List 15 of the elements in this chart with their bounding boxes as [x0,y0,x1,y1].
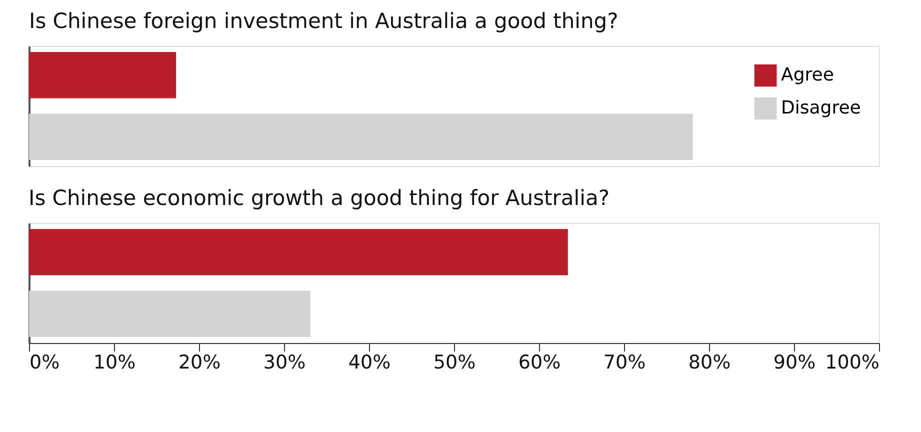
x-tick-label: 40% [348,352,391,374]
legend-label: Agree [781,64,834,86]
x-tick-label: 70% [603,352,646,374]
x-tick-label: 10% [93,352,136,374]
x-tick-label: 80% [688,352,731,374]
x-tick-label: 50% [433,352,476,374]
chart-title: Is Chinese foreign investment in Australia a good thing? [29,9,618,33]
x-tick-label: 90% [773,352,816,374]
legend-label: Disagree [781,98,861,118]
x-tick-label: 0% [30,352,60,374]
chart-title: Is Chinese economic growth a good thing for Australia? [28,186,610,210]
x-tick-label: 20% [178,352,221,374]
x-tick-label: 100% [825,352,880,374]
x-tick-label: 30% [263,352,306,374]
x-tick-label: 60% [518,352,561,374]
